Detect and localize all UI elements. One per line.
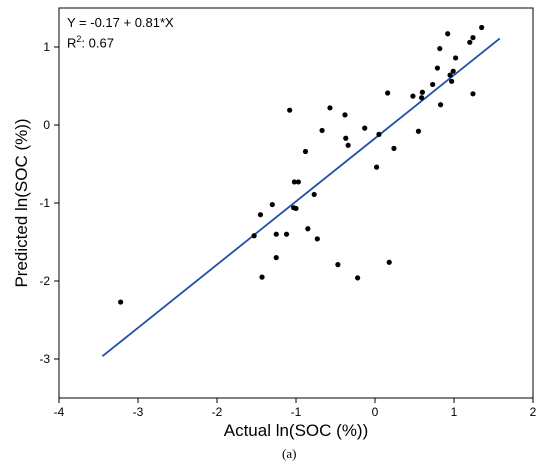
data-point <box>251 233 257 239</box>
y-tick-label: 0 <box>43 118 50 132</box>
r-squared: R2: 0.67 <box>67 34 114 50</box>
x-tick-label: -1 <box>291 405 302 419</box>
data-point <box>342 112 348 118</box>
data-point <box>287 107 293 113</box>
x-tick-label: 1 <box>451 405 458 419</box>
data-point <box>257 212 264 218</box>
data-point <box>269 201 275 208</box>
data-point <box>450 68 456 74</box>
data-point <box>259 274 265 280</box>
data-point <box>467 39 473 45</box>
data-point <box>343 135 349 141</box>
data-point <box>302 148 309 155</box>
data-point <box>273 231 279 237</box>
x-tick-label: -3 <box>133 405 144 419</box>
data-point <box>319 127 325 134</box>
r-squared-value: : 0.67 <box>81 35 114 51</box>
data-point <box>419 95 425 101</box>
data-point <box>449 78 455 84</box>
y-tick-label: -2 <box>39 274 50 288</box>
r-squared-prefix: R <box>67 35 77 51</box>
x-tick-label: -4 <box>54 405 65 419</box>
data-point <box>434 65 441 71</box>
data-point <box>410 93 416 99</box>
data-point <box>118 299 124 305</box>
data-points <box>118 24 485 305</box>
data-point <box>419 89 425 95</box>
data-point <box>345 142 351 148</box>
data-point <box>386 259 392 265</box>
data-point <box>376 131 382 137</box>
data-point <box>479 24 485 31</box>
x-tick-label: 0 <box>372 405 379 419</box>
data-point <box>311 191 317 198</box>
data-point <box>445 31 451 37</box>
data-point <box>273 255 279 261</box>
data-point <box>295 179 301 185</box>
data-point <box>437 102 444 108</box>
plot-frame <box>58 7 534 399</box>
data-point <box>430 81 436 88</box>
fit-line-layer <box>101 37 501 357</box>
data-point <box>385 90 391 96</box>
data-point <box>470 35 476 41</box>
figure-caption: (a) <box>282 446 297 461</box>
data-point <box>415 128 422 134</box>
data-point <box>373 164 380 170</box>
data-point <box>327 105 333 111</box>
axis-ticks: -4 -3 -2 -1 0 1 2 -3 -2 -1 0 1 <box>39 40 536 419</box>
r-squared-sup: 2 <box>76 34 82 44</box>
data-point <box>452 55 459 61</box>
x-tick-label: 2 <box>530 405 537 419</box>
y-axis-label: Predicted ln(SOC (%)) <box>12 118 31 287</box>
x-axis-label: Actual ln(SOC (%)) <box>224 421 369 440</box>
data-point <box>391 145 397 151</box>
data-point <box>355 275 361 281</box>
data-point <box>437 45 443 52</box>
x-tick-label: -2 <box>212 405 223 419</box>
y-tick-label: -3 <box>39 352 50 366</box>
data-point <box>447 72 453 78</box>
data-point <box>335 262 341 268</box>
regression-fit-line <box>101 37 501 357</box>
data-point <box>314 236 320 242</box>
regression-equation: Y = -0.17 + 0.81*X <box>67 15 174 30</box>
data-point <box>291 179 298 185</box>
data-point <box>362 125 368 131</box>
data-point <box>293 205 299 212</box>
data-point <box>470 91 476 97</box>
data-point <box>283 231 290 237</box>
data-point <box>305 226 311 232</box>
y-tick-label: -1 <box>39 196 50 210</box>
y-tick-label: 1 <box>43 40 50 54</box>
